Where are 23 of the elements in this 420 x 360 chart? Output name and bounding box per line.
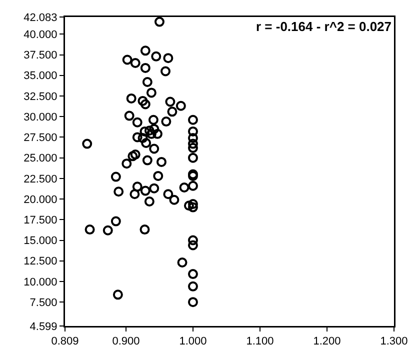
y-tick-label: 30.000 [24, 111, 58, 124]
y-tick-label: 37.500 [24, 50, 58, 62]
y-tick-label: 20.000 [24, 194, 58, 206]
y-tick-label: 10.000 [24, 276, 58, 288]
y-tick-label: 42.083 [24, 12, 58, 24]
y-tick-label: 15.000 [24, 235, 58, 248]
y-tick-label: 7.500 [30, 296, 58, 309]
x-tick-label: 1.200 [313, 336, 341, 348]
y-tick-label: 17.500 [24, 214, 58, 226]
y-tick-label: 25.000 [24, 152, 58, 165]
x-tick-label: 1.300 [380, 336, 408, 348]
y-tick-label: 22.500 [24, 173, 58, 186]
y-tick-label: 40.000 [24, 29, 58, 42]
x-tick-label: 1.000 [179, 336, 207, 348]
x-tick-label: 1.100 [246, 336, 274, 348]
y-tick-label: 27.500 [24, 132, 58, 144]
x-tick-label: 0.809 [51, 336, 79, 348]
y-tick-label: 35.000 [24, 70, 58, 82]
annotation: r = -0.164 - r^2 = 0.027 [256, 19, 392, 34]
x-tick-label: 0.900 [112, 336, 140, 348]
y-tick-label: 12.500 [24, 256, 58, 268]
y-tick-label: 4.599 [30, 320, 58, 333]
y-tick-label: 32.500 [24, 90, 58, 103]
